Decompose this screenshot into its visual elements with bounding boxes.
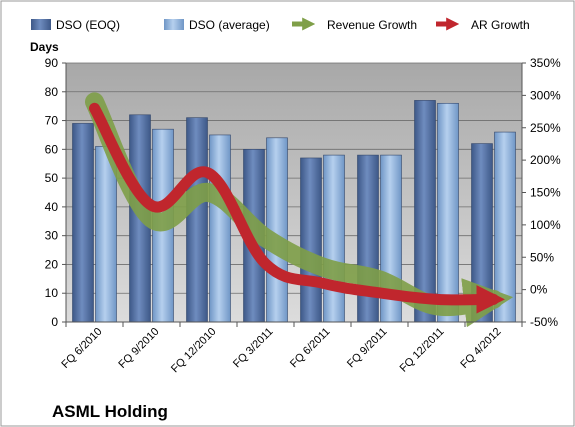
bar-dso-eoq [186,117,208,323]
line-ar-growth [89,102,505,314]
left-tick-label: 20 [45,257,59,271]
x-tick-label: FQ 9/2010 [116,326,161,371]
bar-dso-eoq [72,123,94,323]
left-tick-label: 10 [45,286,59,300]
company-label: ASML Holding [52,402,168,421]
legend-swatch-dso-average [164,19,184,30]
left-tick-label: 50 [45,171,59,185]
x-tick-label: FQ 9/2011 [345,326,390,371]
bar-dso-average [209,134,231,323]
left-axis-title: Days [30,40,59,54]
right-tick-label: 0% [530,283,548,297]
x-tick-label: FQ 6/2011 [288,326,333,371]
right-tick-label: 50% [530,250,554,264]
right-tick-label: 200% [530,153,561,167]
left-tick-label: 30 [45,229,59,243]
bar-dso-average [323,154,345,323]
legend-entry-dso-eoq: DSO (EOQ) [31,18,120,32]
left-tick-label: 0 [51,315,58,329]
right-axis-ticks: -50% 0% 50% 100% 150% 200% 250% 300% 350% [522,56,561,329]
right-tick-label: 250% [530,121,561,135]
axes [65,63,523,327]
x-tick-label: FQ 12/2011 [398,326,447,375]
growth-lines [85,92,514,328]
left-tick-label: 90 [45,56,59,70]
legend-entry-revenue-growth: Revenue Growth [292,17,417,32]
right-tick-label: 150% [530,186,561,200]
legend-label-dso-eoq: DSO (EOQ) [56,18,120,32]
bar-dso-average [437,102,459,323]
bar-dso-eoq [300,157,322,323]
legend-entry-ar-growth: AR Growth [436,17,530,32]
x-tick-label: FQ 3/2011 [231,326,276,371]
legend-swatch-dso-eoq [31,19,51,30]
bar-dso-average [95,146,117,323]
right-tick-label: 300% [530,88,561,102]
left-axis-ticks: 0 10 20 30 40 50 60 70 80 90 [45,56,66,329]
left-tick-label: 80 [45,85,59,99]
x-tick-label: FQ 4/2012 [458,326,503,371]
legend-label-ar-growth: AR Growth [471,18,530,32]
bars [72,100,516,323]
legend-entry-dso-average: DSO (average) [164,18,270,32]
legend: DSO (EOQ) DSO (average) Revenue Growth A… [31,17,530,32]
legend-label-revenue-growth: Revenue Growth [327,18,417,32]
legend-label-dso-average: DSO (average) [189,18,270,32]
x-tick-label: FQ 12/2010 [169,326,219,376]
x-axis-labels: FQ 6/2010 FQ 9/2010 FQ 12/2010 FQ 3/2011 FQ … [59,326,503,376]
right-tick-label: -50% [530,315,558,329]
right-tick-label: 100% [530,218,561,232]
x-tick-label: FQ 6/2010 [59,326,104,371]
left-tick-label: 60 [45,142,59,156]
left-tick-label: 70 [45,114,59,128]
left-tick-label: 40 [45,200,59,214]
right-tick-label: 350% [530,56,561,70]
